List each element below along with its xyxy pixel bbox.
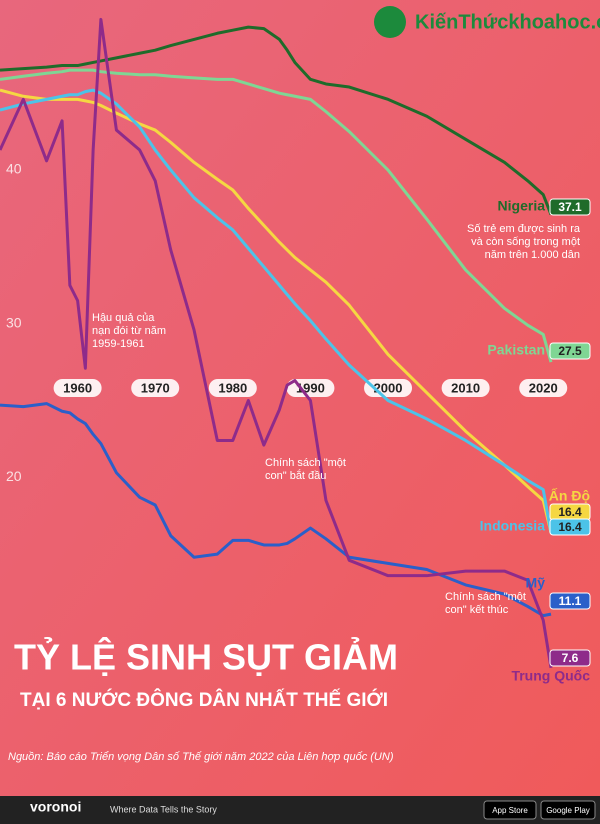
- annotation: con" bắt đầu: [265, 469, 326, 482]
- x-tick-pill: [519, 379, 568, 397]
- annotation: Hậu quả của: [92, 312, 155, 324]
- series-line: [0, 25, 553, 216]
- y-tick-label: 20: [6, 468, 22, 484]
- badge-label[interactable]: Google Play: [546, 806, 590, 815]
- series-line: [0, 88, 553, 533]
- x-tick-pill: [208, 379, 257, 397]
- legend-label: Indonesia: [480, 518, 546, 534]
- brand: KiếnThứckhoahoc.org: [415, 11, 600, 33]
- legend-label: Trung Quốc: [511, 668, 590, 684]
- annotation: và còn sống trong một: [471, 236, 580, 248]
- annotation: nạn đói từ năm: [92, 325, 166, 337]
- annotation: Chính sách "một: [445, 591, 526, 603]
- annotation: 1959-1961: [92, 338, 145, 350]
- footer-logo: voronoi: [30, 799, 81, 815]
- value-label: 27.5: [558, 344, 582, 358]
- badge[interactable]: [483, 800, 537, 820]
- value-box: [549, 518, 591, 536]
- chart-title: TỶ LỆ SINH SỤT GIẢM: [14, 636, 398, 678]
- legend-label: Mỹ: [526, 575, 546, 591]
- value-label: 16.4: [558, 520, 582, 534]
- y-tick-label: 30: [6, 314, 22, 330]
- value-box: [549, 649, 591, 667]
- series-line: [0, 402, 552, 618]
- x-tick-pill: [364, 379, 413, 397]
- x-tick-label: 2020: [529, 380, 558, 395]
- value-box: [549, 198, 591, 216]
- y-tick-label: 40: [6, 161, 22, 177]
- legend-label: Nigeria: [498, 198, 546, 214]
- x-tick-pill: [441, 379, 490, 397]
- chart-subtitle: TẠI 6 NƯỚC ĐÔNG DÂN NHẤT THẾ GIỚI: [20, 689, 388, 711]
- annotation: Chính sách "một: [265, 457, 346, 469]
- x-tick-label: 1970: [141, 380, 170, 395]
- source: Nguồn: Báo cáo Triển vọng Dân số Thế giớ…: [8, 751, 394, 763]
- series-line: [0, 68, 553, 363]
- x-tick-label: 2000: [374, 380, 403, 395]
- series-line: [0, 17, 553, 669]
- legend-label: Ấn Độ: [549, 488, 590, 504]
- x-tick-label: 1980: [218, 380, 247, 395]
- brand-icon: [374, 6, 406, 38]
- footer-tagline: Where Data Tells the Story: [110, 804, 217, 814]
- annotation: năm trên 1.000 dân: [485, 249, 580, 261]
- value-box: [549, 342, 591, 360]
- value-box: [549, 592, 591, 610]
- x-tick-label: 1960: [63, 380, 92, 395]
- legend-label: Pakistan: [487, 342, 545, 358]
- annotation: Số trẻ em được sinh ra: [467, 223, 581, 235]
- value-label: 7.6: [562, 651, 579, 665]
- annotation: con" kết thúc: [445, 604, 509, 616]
- x-tick-label: 2010: [451, 380, 480, 395]
- x-tick-pill: [131, 379, 180, 397]
- value-label: 11.1: [559, 594, 582, 608]
- value-label: 37.1: [558, 200, 582, 214]
- x-tick-pill: [53, 379, 102, 397]
- value-label: 16.4: [558, 505, 582, 519]
- series-line: [0, 88, 553, 534]
- badge-label[interactable]: App Store: [492, 806, 528, 815]
- badge[interactable]: [540, 800, 596, 820]
